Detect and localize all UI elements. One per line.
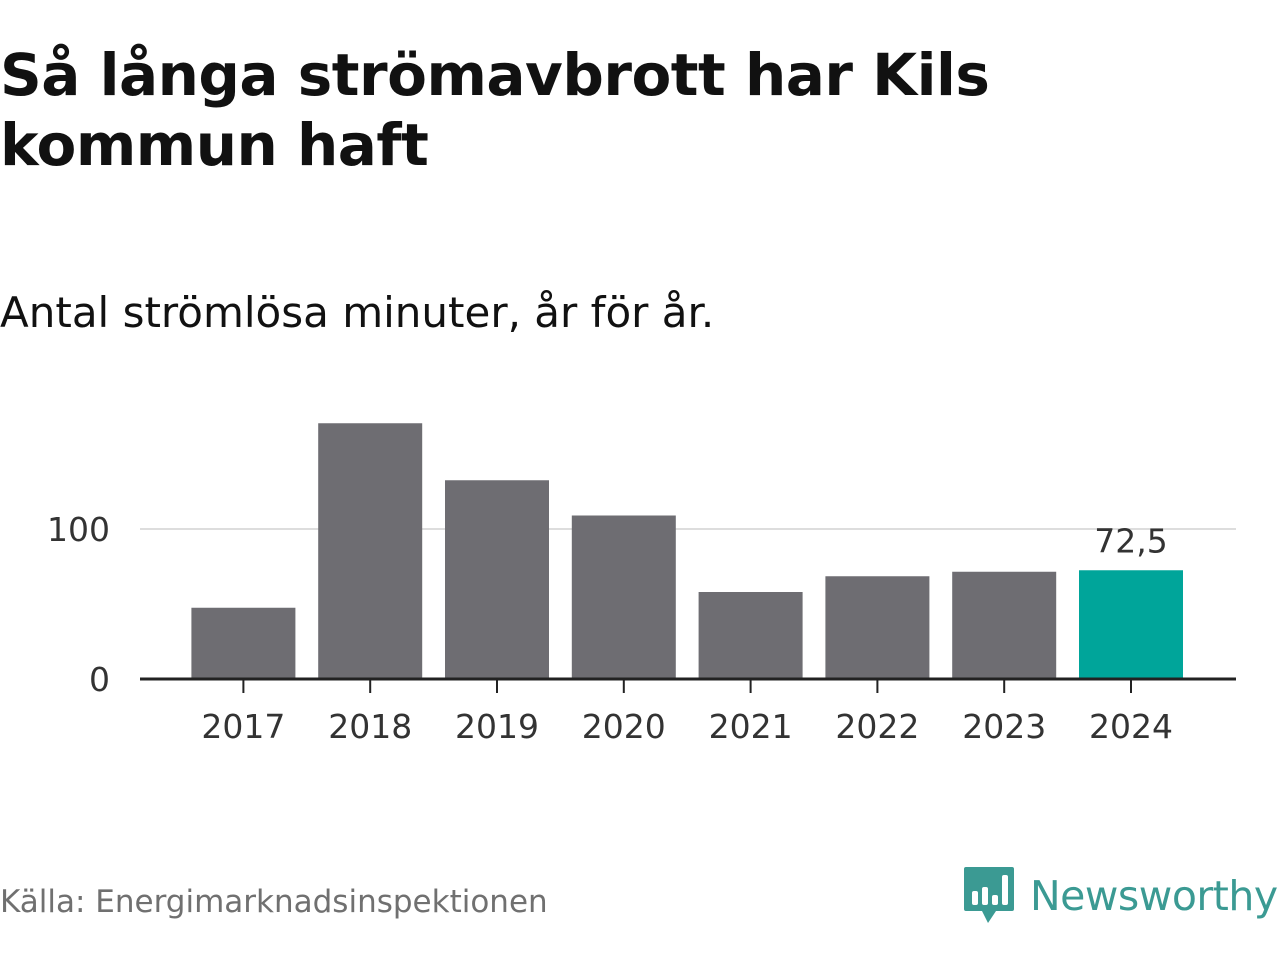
x-tick-label: 2020 xyxy=(582,707,666,746)
bar-2022 xyxy=(825,576,930,679)
x-tick-label: 2018 xyxy=(328,707,412,746)
y-tick-label: 100 xyxy=(47,510,110,549)
x-tick-label: 2022 xyxy=(835,707,919,746)
source-note: Källa: Energimarknadsinspektionen xyxy=(0,884,548,920)
data-label: 72,5 xyxy=(1094,521,1167,560)
bar-2023 xyxy=(952,571,1057,679)
x-tick-label: 2023 xyxy=(962,707,1046,746)
bar-2017 xyxy=(191,607,296,679)
bar-2024 xyxy=(1079,570,1183,679)
x-tick-label: 2017 xyxy=(201,707,285,746)
x-tick-label: 2019 xyxy=(455,707,539,746)
chart-title: Så långa strömavbrott har Kils kommun ha… xyxy=(0,41,990,179)
y-tick-label: 0 xyxy=(89,660,110,699)
newsworthy-logo-icon xyxy=(964,867,1014,923)
bar-2019 xyxy=(445,480,549,679)
newsworthy-brand: Newsworthy xyxy=(962,864,1278,928)
bar-2021 xyxy=(698,592,803,679)
bar-2018 xyxy=(318,423,423,679)
x-tick-label: 2024 xyxy=(1089,707,1173,746)
bar-2020 xyxy=(571,515,676,679)
bar-chart: 0 100 2017 2018 2019 2020 2021 2022 2023 2024 72,5 xyxy=(47,423,1236,746)
x-tick-label: 2021 xyxy=(709,707,793,746)
chart-subtitle: Antal strömlösa minuter, år för år. xyxy=(0,288,715,337)
brand-name: Newsworthy xyxy=(1030,872,1278,920)
